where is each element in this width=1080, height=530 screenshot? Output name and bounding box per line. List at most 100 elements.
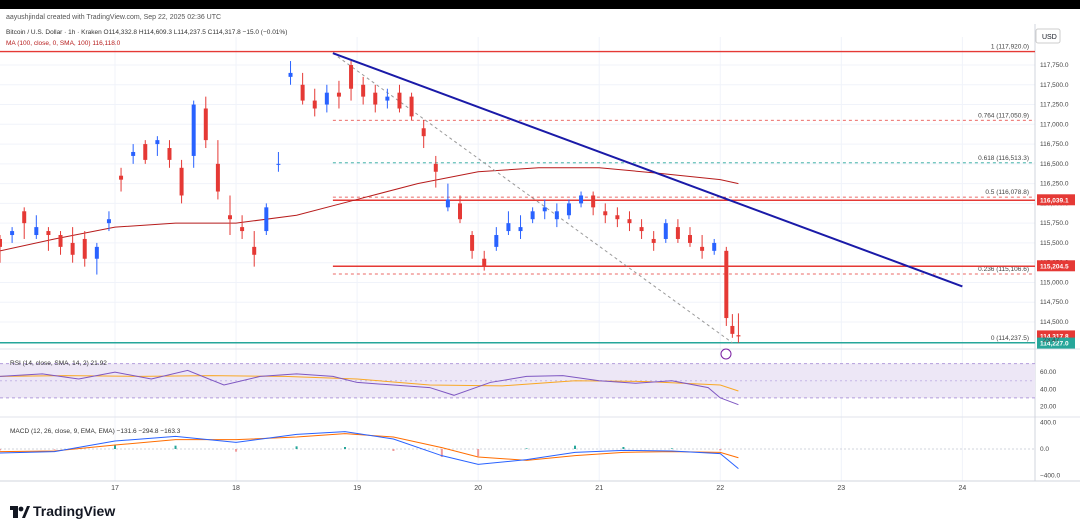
candle-body [494,235,499,247]
candle-body [675,227,680,239]
rsi-tick-label: 20.00 [1040,403,1057,410]
price-tag-label: 115,204.5 [1040,263,1069,270]
candle-body [191,104,196,156]
candle-body [34,227,39,236]
candle-body [421,128,426,137]
price-tick-label: 116,250.0 [1040,181,1069,188]
candle-body [143,144,148,160]
macd-signal-line [0,433,739,461]
candle-body [240,227,245,232]
price-tag [1037,260,1075,272]
macd-tick-label: 0.0 [1040,446,1049,453]
candle-body [336,92,341,97]
candle-body [397,92,402,109]
candle-body [155,140,160,145]
candle-body [603,211,608,216]
fib-level-label: 0 (114,237.5) [991,335,1029,342]
macd-histogram-bar [53,449,56,450]
candle-body [22,211,27,224]
candle-body [70,242,75,255]
macd-histogram-bar [174,445,177,449]
candle-body [458,203,462,220]
macd-tick-label: −400.0 [1040,473,1060,480]
time-tick-label: 21 [595,485,603,492]
price-tag-label: 114,317.8 [1040,333,1069,340]
currency-label: USD [1042,34,1057,41]
price-tick-label: 114,750.0 [1040,299,1069,306]
brand-name: TradingView [33,503,116,519]
macd-histogram-bar [525,448,528,449]
candle-body [639,227,644,232]
fib-retracement-diagonal [332,52,733,344]
header-credit: aayushjindal created with TradingView.co… [6,14,221,21]
tradingview-logo-icon [10,505,30,518]
candle-body [215,163,220,192]
rsi-ma-line [0,375,739,392]
candle-body [94,246,99,259]
macd-histogram-bar [392,449,395,451]
fib-level-label: 0.764 (117,050.9) [978,112,1029,119]
candle-body [58,235,63,247]
candle-body [10,231,15,236]
countdown-label: 23:47 [1043,337,1060,344]
macd-histogram-bar [440,449,443,457]
candle-body [542,207,547,212]
macd-histogram-bar [622,447,625,449]
candle-body [724,250,729,319]
macd-line [0,431,739,469]
candle-body [663,223,668,239]
candle-body [179,167,184,196]
rsi-tick-label: 60.00 [1040,369,1057,376]
time-tick-label: 23 [837,485,845,492]
candle-body [518,227,523,232]
candle-body [203,108,208,141]
candle-body [46,231,51,236]
macd-histogram-bar [344,447,346,449]
time-tick-label: 20 [474,485,482,492]
candle-body [445,199,450,208]
time-tick-label: 17 [111,485,119,492]
candle-body [506,223,511,232]
candle-body [651,238,656,243]
price-tick-label: 117,500.0 [1040,82,1069,89]
ma-legend[interactable]: MA (100, close, 0, SMA, 100) 116,118.0 [6,40,121,47]
candle-body [736,335,741,337]
macd-legend[interactable]: MACD (12, 26, close, 9, EMA, EMA) −131.6… [10,428,181,435]
macd-histogram-bar [235,449,238,452]
fib-level-label: 0.5 (116,078.8) [985,189,1029,196]
price-tag [1037,337,1075,349]
ma100-line [0,167,739,252]
candle-body [131,151,136,156]
currency-badge[interactable] [1035,28,1061,44]
price-tag [1037,194,1075,206]
price-tick-label: 117,250.0 [1040,102,1069,109]
fib-level-label: 0.236 (115,106.6) [978,266,1029,273]
candle-body [119,175,124,180]
rsi-tick-label: 40.00 [1040,386,1057,393]
candle-body [0,238,2,247]
price-chart[interactable]: 1 (117,920.0) 0.764 (117,050.9) 0.618 (116… [0,9,1080,492]
fib-level-label: 0.618 (116,513.3) [978,155,1029,162]
candle-body [712,242,717,251]
price-tick-label: 115,500.0 [1040,240,1069,247]
rsi-line [0,369,739,406]
candle-body [324,92,329,105]
candle-body [554,211,559,220]
price-tick-label: 117,000.0 [1040,121,1069,128]
rsi-legend[interactable]: RSI (14, close, SMA, 14, 2) 21.92 [10,360,107,367]
candle-body [615,215,620,220]
price-tick-label: 116,750.0 [1040,141,1069,148]
candle-body [264,207,269,232]
symbol-legend[interactable]: Bitcoin / U.S. Dollar · 1h · Kraken O114… [6,29,287,36]
fib-level-label: 1 (117,920.0) [991,44,1029,51]
time-tick-label: 22 [716,485,724,492]
candle-body [530,211,535,220]
candle-body [470,235,475,251]
candle-body [361,84,366,97]
macd-histogram-bar [719,449,722,451]
candle-body [627,219,632,224]
macd-tick-label: 400.0 [1040,419,1057,426]
candle-body [433,163,438,172]
candle-body [106,219,111,224]
alert-marker-icon [720,348,732,360]
